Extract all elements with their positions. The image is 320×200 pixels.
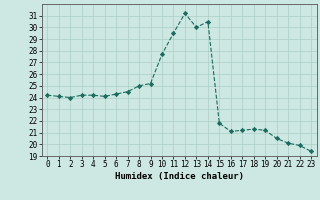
X-axis label: Humidex (Indice chaleur): Humidex (Indice chaleur) [115,172,244,181]
